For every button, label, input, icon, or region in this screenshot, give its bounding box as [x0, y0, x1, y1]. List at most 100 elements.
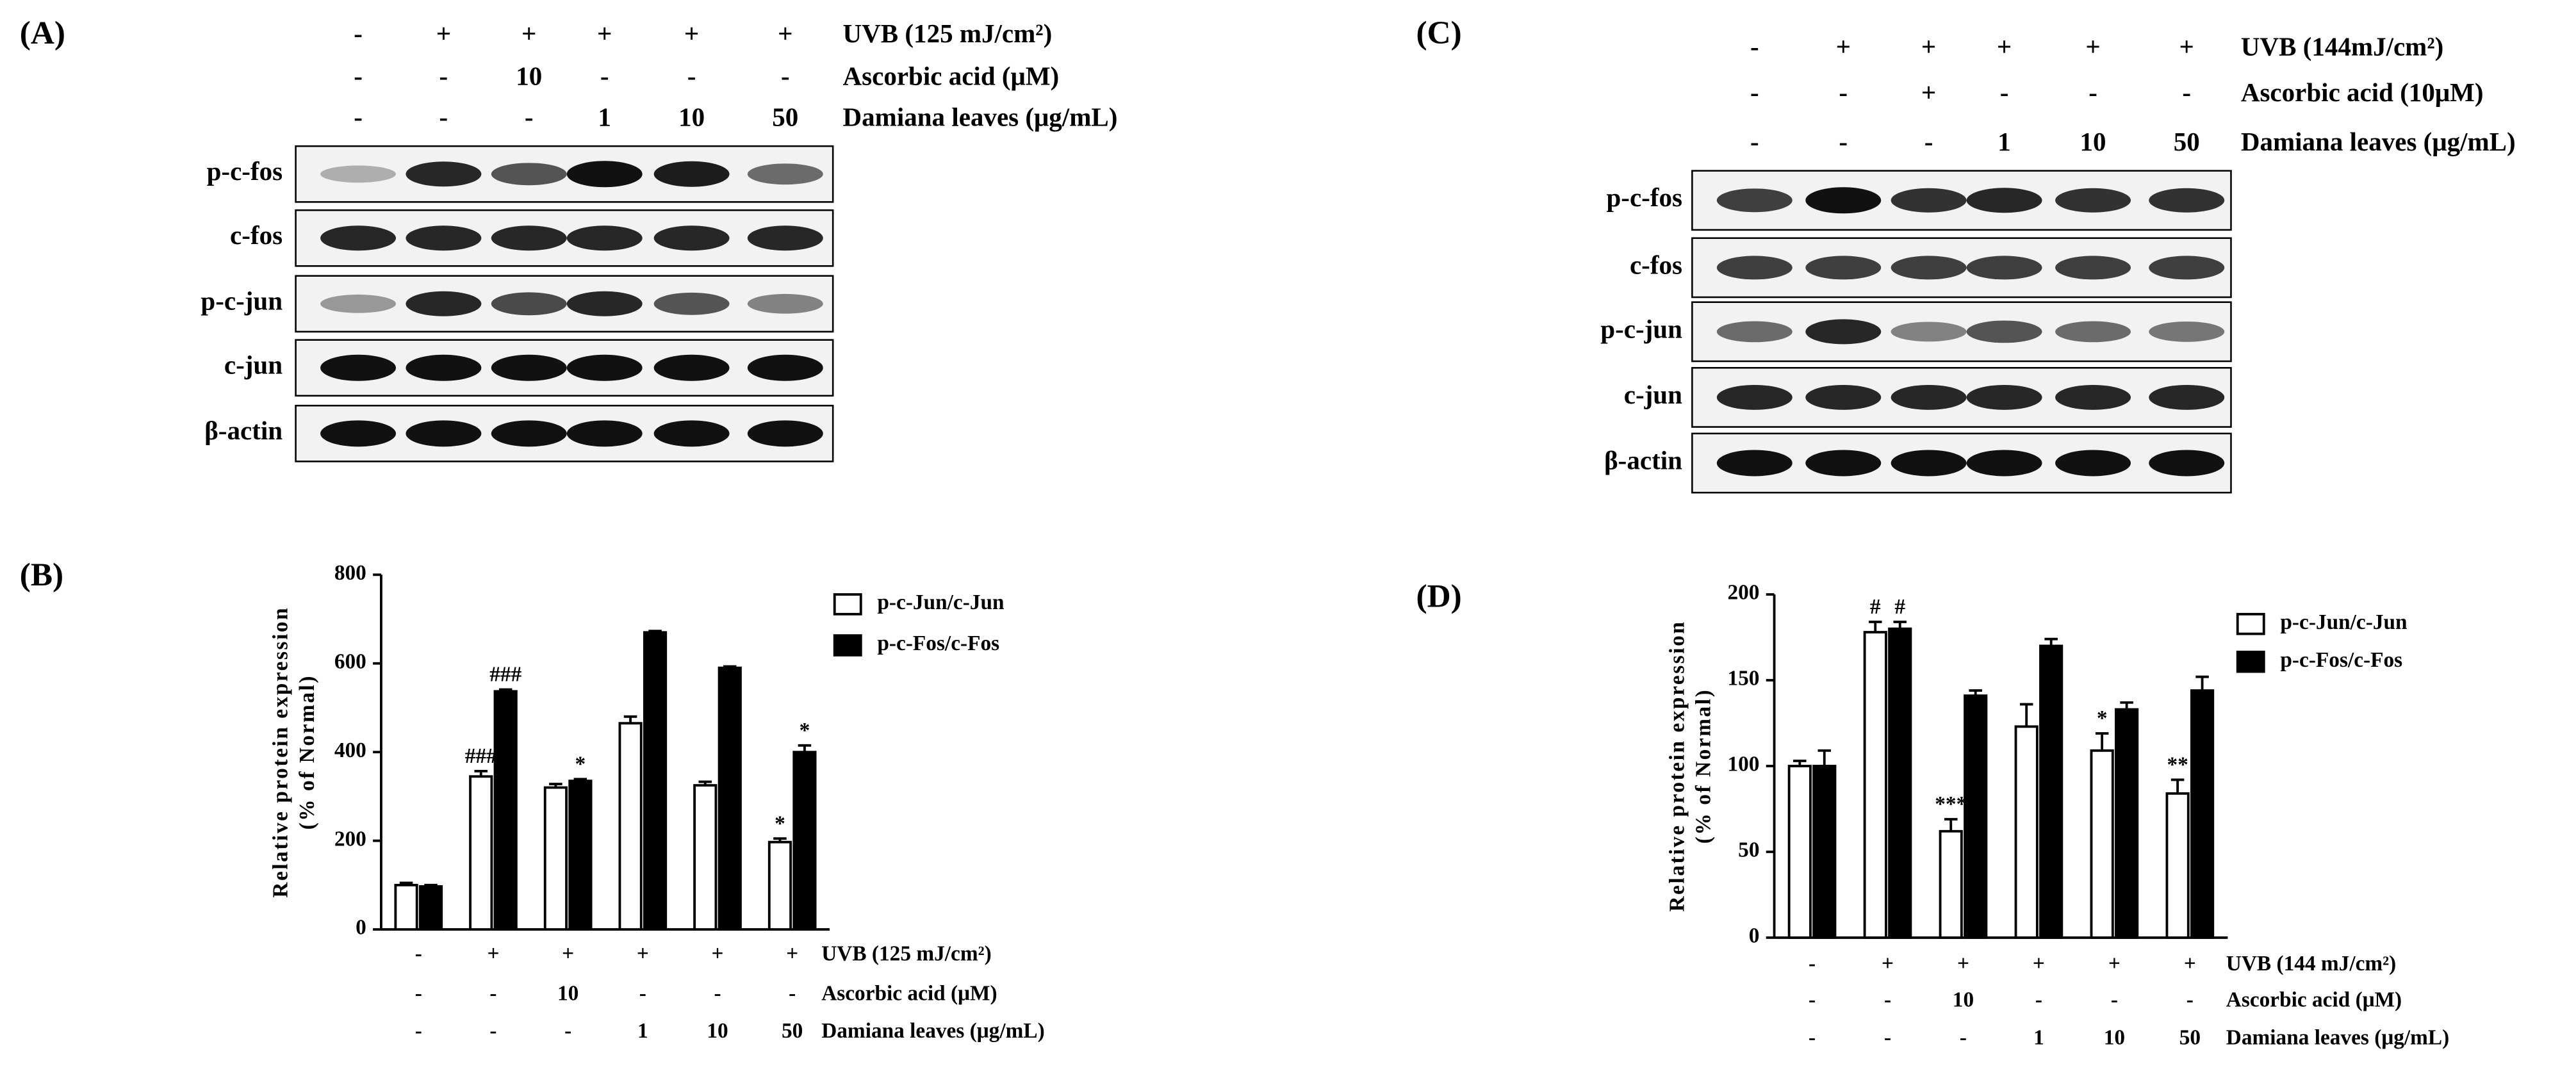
treatment-name: Ascorbic acid (10μM)	[2241, 78, 2484, 107]
error-bar	[2170, 778, 2185, 794]
error-bar	[623, 715, 637, 724]
legend-label: p-c-Fos/c-Fos	[877, 632, 999, 655]
error-bar	[2095, 732, 2109, 751]
legend-swatch	[833, 634, 862, 657]
error-bar	[1969, 689, 1982, 696]
legend-swatch	[2236, 612, 2265, 635]
treatment-sign: -	[1839, 78, 1848, 107]
panel-label: (C)	[1416, 15, 1462, 51]
treatment-sign: +	[562, 942, 574, 966]
treatment-sign: +	[521, 19, 536, 48]
bar	[1812, 765, 1837, 939]
band	[1805, 450, 1882, 477]
treatment-sign: -	[2000, 78, 2009, 107]
treatment-sign: +	[712, 942, 724, 966]
band	[406, 291, 482, 316]
significance-mark: *	[775, 812, 785, 835]
treatment-sign: -	[687, 61, 696, 90]
protein-label: p-c-fos	[1606, 183, 1682, 212]
band	[747, 163, 823, 185]
band	[491, 163, 567, 186]
y-axis-label: (% of Normal)	[295, 674, 319, 829]
bar	[718, 666, 742, 931]
treatment-sign: -	[354, 102, 363, 132]
treatment-sign: +	[1957, 952, 1969, 975]
treatment-name: Ascorbic acid (μM)	[843, 61, 1060, 90]
bar	[394, 883, 418, 931]
bar	[2165, 792, 2190, 939]
y-tick-label: 800	[334, 561, 366, 585]
band	[566, 225, 643, 251]
protein-label: β-actin	[204, 416, 283, 445]
band	[320, 225, 397, 251]
treatment-name: Damiana leaves (μg/mL)	[2241, 127, 2516, 156]
treatment-sign: -	[1884, 1026, 1891, 1050]
band	[1716, 450, 1793, 477]
band	[1891, 188, 1967, 213]
y-tick-label: 400	[334, 739, 366, 762]
error-bar	[1793, 760, 1807, 766]
band	[1716, 384, 1793, 410]
band	[1805, 187, 1882, 214]
protein-label: p-c-jun	[201, 286, 283, 316]
treatment-name: Ascorbic acid (μM)	[821, 981, 997, 1005]
bar	[767, 840, 792, 931]
error-bar	[2044, 637, 2058, 646]
panel-label: (A)	[20, 15, 65, 51]
treatment-name: UVB (125 mJ/cm²)	[821, 942, 992, 966]
treatment-sign: -	[1809, 952, 1816, 975]
bar	[1863, 631, 1887, 939]
treatment-sign: -	[354, 61, 363, 90]
error-bar	[399, 881, 413, 885]
significance-mark: ###	[489, 663, 521, 687]
treatment-sign: -	[415, 981, 422, 1005]
bar	[693, 784, 718, 931]
band	[653, 292, 730, 315]
band	[320, 354, 397, 381]
bar	[643, 631, 668, 931]
treatment-sign: -	[2182, 78, 2191, 107]
error-bar	[549, 783, 562, 788]
bar	[2014, 725, 2039, 939]
y-axis-label: Relative protein expression	[1665, 621, 1689, 912]
protein-label: β-actin	[1604, 445, 1682, 475]
bar	[2115, 708, 2139, 939]
treatment-sign: -	[415, 942, 422, 966]
band	[491, 292, 567, 316]
treatment-sign: -	[714, 981, 721, 1005]
band	[2055, 256, 2131, 280]
treatment-sign: 50	[2179, 1026, 2201, 1050]
treatment-sign: +	[1836, 31, 1851, 61]
band	[1716, 256, 1793, 280]
bar	[568, 779, 593, 931]
band	[566, 354, 643, 381]
y-tick-label: 600	[334, 649, 366, 673]
band	[1716, 321, 1793, 343]
y-tick-label: 100	[1727, 753, 1759, 776]
treatment-sign: +	[2179, 31, 2194, 61]
treatment-name: Ascorbic acid (μM)	[2226, 988, 2402, 1012]
band	[1805, 256, 1882, 280]
band	[653, 420, 730, 447]
treatment-sign: -	[781, 61, 790, 90]
treatment-sign: -	[564, 1019, 571, 1043]
error-bar	[1817, 749, 1832, 766]
bar	[418, 885, 443, 931]
treatment-name: Damiana leaves (μg/mL)	[821, 1019, 1044, 1043]
bar	[2090, 749, 2114, 939]
band	[1805, 384, 1882, 410]
band	[1966, 450, 2042, 477]
band	[320, 165, 397, 183]
error-bar	[498, 688, 513, 692]
bar	[2039, 644, 2063, 939]
band	[1891, 256, 1967, 280]
treatment-sign: 50	[2174, 127, 2200, 156]
treatment-sign: -	[1839, 127, 1848, 156]
band	[1805, 319, 1882, 345]
band	[491, 420, 567, 447]
treatment-sign: +	[2184, 952, 2196, 975]
band	[1891, 322, 1967, 342]
bar	[1888, 627, 1912, 939]
band	[1966, 256, 2042, 280]
